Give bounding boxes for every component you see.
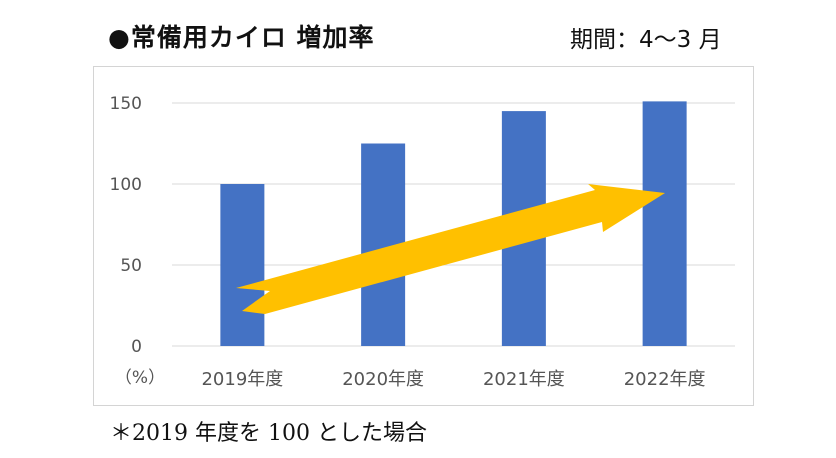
x-category-label: 2019年度 bbox=[201, 369, 283, 390]
bar bbox=[642, 101, 687, 346]
chart-frame bbox=[93, 66, 754, 406]
x-category-label: 2020年度 bbox=[342, 369, 424, 390]
chart-title: ●常備用カイロ 増加率 bbox=[108, 23, 375, 52]
y-tick-label: 150 bbox=[110, 94, 142, 114]
footnote: ＊2019 年度を 100 とした場合 bbox=[110, 421, 427, 446]
period-label: 期間：4～3 月 bbox=[570, 27, 722, 53]
trend-arrow bbox=[236, 184, 665, 314]
x-category-label: 2022年度 bbox=[624, 369, 706, 390]
bar bbox=[220, 184, 265, 346]
x-category-label: 2021年度 bbox=[483, 369, 565, 390]
y-unit-label: （%） bbox=[115, 368, 165, 388]
y-tick-label: 50 bbox=[120, 256, 142, 276]
y-tick-label: 100 bbox=[110, 175, 142, 195]
y-tick-label: 0 bbox=[131, 337, 142, 357]
